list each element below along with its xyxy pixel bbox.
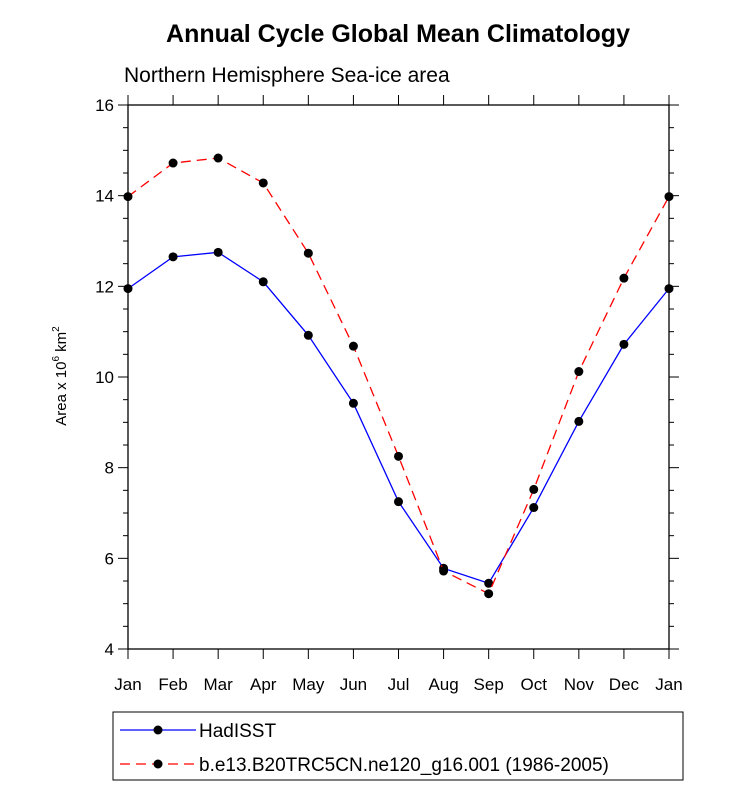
- legend-box: [112, 711, 684, 781]
- series-1-point: [123, 284, 133, 294]
- y-tick-label: 16: [95, 96, 114, 115]
- series-2-point: [439, 566, 449, 576]
- series-1-point: [664, 284, 674, 294]
- series-1-point: [574, 416, 584, 426]
- legend-label-1: HadISST: [199, 721, 276, 742]
- series-2-point: [303, 248, 313, 258]
- x-tick-label: Dec: [609, 675, 640, 694]
- series-1-point: [529, 503, 539, 513]
- x-tick-label: Apr: [250, 675, 277, 694]
- series-1-point: [394, 497, 403, 507]
- series-2-point: [484, 589, 494, 599]
- legend-marker-2: [153, 759, 163, 769]
- plot-area: 4 6 8 10 12 14 16 Jan Feb Mar Apr May Jun Jul Aug Sep Oc…: [95, 95, 683, 694]
- x-tick-label: Feb: [158, 675, 187, 694]
- series-1-point: [484, 578, 494, 588]
- series-1-point: [303, 330, 313, 340]
- y-axis-label: Area x 106 km2: [51, 326, 70, 426]
- series-1-point: [168, 252, 178, 262]
- y-tick-label: 8: [105, 459, 114, 478]
- x-tick-label: Jan: [655, 675, 682, 694]
- series-2-point: [348, 341, 358, 351]
- series-2-point: [529, 484, 539, 494]
- y-tick-label: 12: [95, 277, 114, 296]
- plot-frame: [127, 104, 670, 650]
- y-tick-label: 4: [105, 640, 114, 659]
- series-2-point: [574, 367, 584, 377]
- x-tick-label: Aug: [428, 675, 458, 694]
- x-tick-label: Jan: [114, 675, 141, 694]
- x-tick-label: Sep: [474, 675, 504, 694]
- y-axis-label-prefix: Area x 10: [53, 362, 70, 426]
- legend: HadISST b.e13.B20TRC5CN.ne120_g16.001 (19…: [112, 711, 684, 781]
- series-line-1: [127, 251, 670, 585]
- series-2-point: [213, 153, 223, 163]
- series-2-point: [123, 192, 133, 202]
- series-1-point: [348, 398, 358, 408]
- y-axis-label-unit-exponent: 2: [51, 326, 62, 332]
- series-1-point: [619, 339, 629, 349]
- x-tick-label: May: [292, 675, 325, 694]
- series-2-point: [619, 273, 629, 283]
- y-tick-label: 14: [95, 187, 114, 206]
- legend-marker-1: [153, 725, 163, 735]
- x-tick-label: Nov: [564, 675, 595, 694]
- series-2-point: [664, 192, 674, 202]
- y-axis-label-unit: km: [53, 332, 70, 356]
- x-tick-label: Mar: [204, 675, 234, 694]
- series-1-point: [213, 247, 223, 257]
- x-tick-label: Jul: [388, 675, 410, 694]
- series-2-point: [394, 451, 403, 461]
- x-tick-label: Jun: [340, 675, 367, 694]
- y-tick-label: 6: [105, 549, 114, 568]
- series-2-point: [168, 158, 178, 168]
- legend-label-2: b.e13.B20TRC5CN.ne120_g16.001 (1986-2005…: [199, 755, 609, 776]
- y-tick-label: 10: [95, 368, 114, 387]
- x-tick-label: Oct: [521, 675, 548, 694]
- chart-title: Annual Cycle Global Mean Climatology: [166, 20, 630, 48]
- y-axis-label-exponent: 6: [51, 356, 62, 362]
- series-2-point: [258, 178, 268, 188]
- series-line-2: [127, 157, 670, 595]
- chart-subtitle: Northern Hemisphere Sea-ice area: [124, 64, 450, 87]
- series-1-point: [258, 277, 268, 287]
